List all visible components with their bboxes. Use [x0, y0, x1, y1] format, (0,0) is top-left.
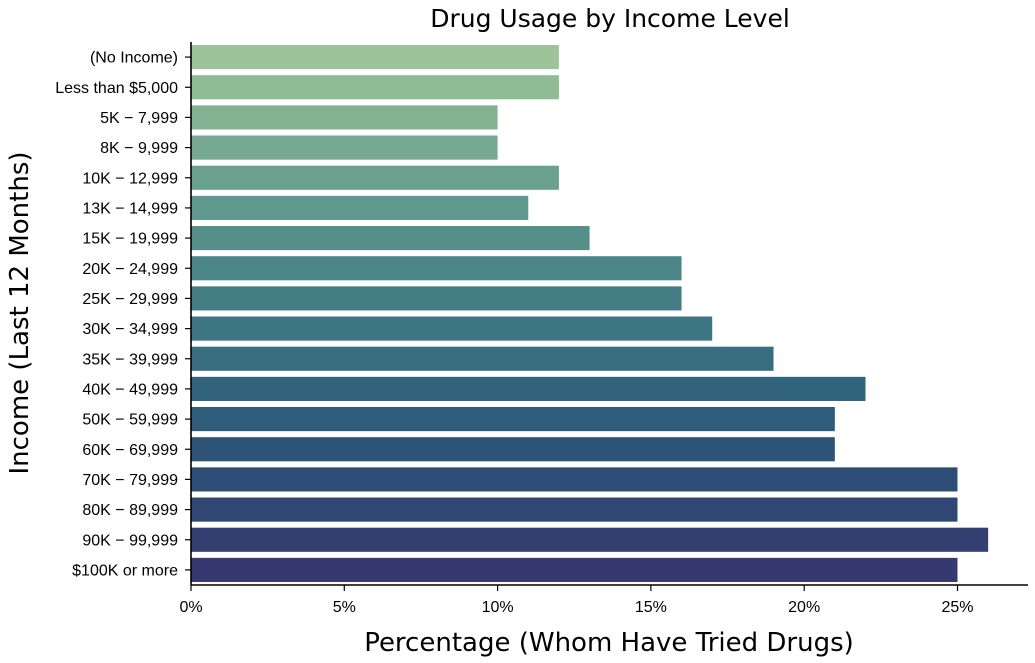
x-tick-label: 10%: [482, 599, 514, 616]
bar: [191, 135, 498, 160]
bar: [191, 75, 559, 100]
category-label: $100K or more: [72, 562, 178, 579]
category-label: 15K − 19,999: [82, 231, 178, 248]
category-label: 80K − 89,999: [82, 502, 178, 519]
category-label: 5K − 7,999: [100, 110, 178, 127]
category-label: 30K − 34,999: [82, 321, 178, 338]
bar: [191, 557, 958, 582]
bar: [191, 256, 682, 281]
category-labels: (No Income) Less than $5,000 5K − 7,999 8K …: [55, 50, 191, 579]
category-label: 60K − 69,999: [82, 442, 178, 459]
category-label: (No Income): [90, 50, 178, 67]
bar: [191, 226, 590, 251]
y-axis-label: Income (Last 12 Months): [5, 151, 35, 474]
x-tick-label: 25%: [941, 599, 973, 616]
category-label: Less than $5,000: [55, 80, 178, 97]
bar: [191, 105, 498, 130]
bar: [191, 195, 529, 220]
x-tick-label: 5%: [333, 599, 356, 616]
bar: [191, 376, 866, 401]
x-ticks: 0% 5% 10% 15% 20% 25%: [179, 585, 973, 616]
x-axis-label: Percentage (Whom Have Tried Drugs): [364, 628, 854, 658]
category-label: 70K − 79,999: [82, 472, 178, 489]
category-label: 90K − 99,999: [82, 532, 178, 549]
bars-group: [191, 45, 989, 582]
x-tick-label: 20%: [788, 599, 820, 616]
x-tick-label: 15%: [635, 599, 667, 616]
bar: [191, 316, 713, 341]
category-label: 13K − 14,999: [82, 200, 178, 217]
category-label: 40K − 49,999: [82, 381, 178, 398]
category-label: 8K − 9,999: [100, 140, 178, 157]
bar: [191, 437, 835, 462]
category-label: 50K − 59,999: [82, 412, 178, 429]
category-label: 10K − 12,999: [82, 170, 178, 187]
x-tick-label: 0%: [179, 599, 202, 616]
category-label: 25K − 29,999: [82, 291, 178, 308]
bar: [191, 286, 682, 311]
bar: [191, 497, 958, 522]
category-label: 35K − 39,999: [82, 351, 178, 368]
bar: [191, 527, 989, 552]
chart-title: Drug Usage by Income Level: [430, 4, 790, 33]
category-label: 20K − 24,999: [82, 261, 178, 278]
bar: [191, 45, 559, 70]
bar: [191, 407, 835, 432]
bar: [191, 346, 774, 371]
bar: [191, 165, 559, 190]
bar: [191, 467, 958, 492]
